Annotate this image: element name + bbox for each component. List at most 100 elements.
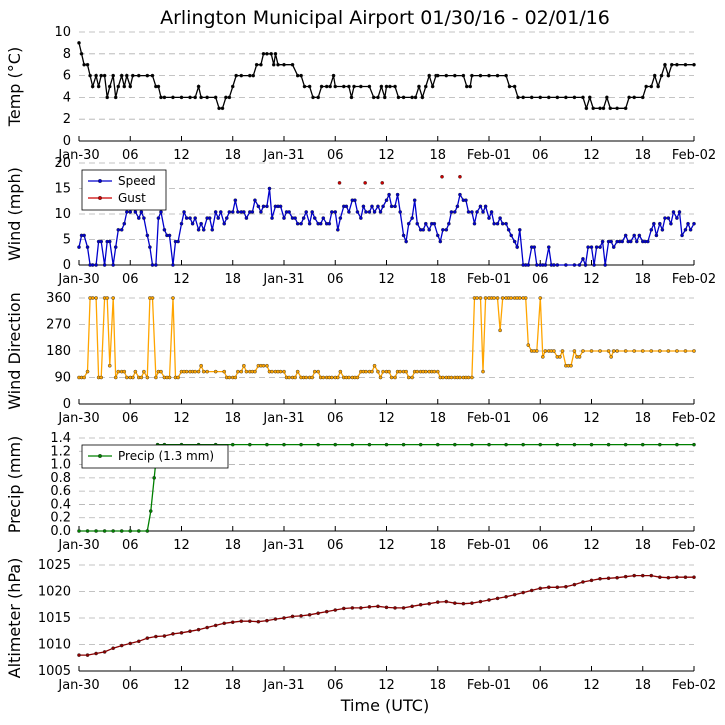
data-point [199, 95, 203, 100]
data-point [605, 95, 609, 100]
chart-panel-5: 1005 1010 1015 1020 1025 Jan-30 06 12 18 Jan-31 06… [5, 558, 716, 693]
data-point [632, 233, 637, 238]
data-point [312, 369, 317, 374]
x-tick-label: 18 [429, 678, 446, 693]
data-point [379, 84, 384, 89]
data-point [316, 442, 320, 447]
data-point [495, 596, 500, 601]
data-point [125, 210, 129, 214]
y-axis-label: Precip (mm) [5, 436, 24, 534]
legend-box [81, 169, 167, 211]
legend-label: Gust [118, 191, 146, 205]
data-point [128, 84, 133, 89]
x-tick-label: Jan-30 [57, 538, 99, 553]
data-point [441, 375, 445, 380]
data-point [196, 369, 201, 374]
data-point [623, 574, 628, 579]
y-tick-label: 10 [54, 207, 71, 222]
data-point [608, 106, 613, 111]
y-axis-label: Wind Direction [5, 292, 24, 410]
data-point [85, 369, 90, 374]
data-point [227, 375, 232, 380]
data-point [145, 73, 150, 78]
data-point [156, 84, 161, 89]
data-point [572, 582, 577, 587]
data-point [282, 442, 286, 447]
data-point [546, 95, 551, 100]
data-point [589, 442, 594, 447]
data-point [316, 95, 320, 100]
data-point [125, 375, 129, 380]
x-tick-label: 06 [122, 411, 139, 426]
data-point [196, 84, 201, 89]
x-tick-label: 12 [173, 538, 190, 553]
data-point [139, 375, 144, 380]
data-point [154, 263, 158, 267]
data-point [512, 84, 517, 89]
data-point [205, 369, 209, 374]
data-point [504, 442, 508, 447]
data-point [438, 239, 443, 244]
data-point [367, 605, 372, 609]
data-point [432, 369, 437, 374]
data-point [483, 296, 488, 300]
data-point [644, 84, 648, 89]
data-point [506, 228, 511, 232]
data-point [470, 375, 474, 380]
data-point [660, 228, 665, 232]
y-tick-label: 360 [46, 291, 71, 306]
data-point [253, 369, 257, 374]
data-point [328, 84, 332, 89]
data-point [316, 611, 320, 616]
data-point [380, 181, 385, 185]
data-point [611, 245, 616, 249]
data-point [538, 442, 543, 447]
data-point [581, 95, 585, 100]
data-point [623, 106, 628, 111]
data-point [627, 95, 631, 100]
data-point [196, 228, 201, 232]
data-point [222, 221, 227, 226]
data-point [435, 73, 440, 78]
data-point [666, 73, 671, 78]
data-point [299, 614, 303, 618]
data-point [184, 216, 189, 220]
data-point [447, 221, 451, 226]
data-point [363, 181, 367, 185]
data-point [88, 73, 92, 78]
data-point [504, 221, 508, 226]
data-point [122, 84, 127, 89]
x-tick-label: Feb-02 [672, 148, 716, 163]
data-point [145, 636, 150, 640]
data-point [293, 375, 297, 380]
x-tick-label: Feb-01 [467, 148, 511, 163]
data-point [254, 62, 259, 67]
x-tick-label: 18 [224, 538, 241, 553]
data-point [318, 221, 323, 226]
data-point [299, 73, 303, 78]
data-point [82, 233, 86, 238]
data-point [364, 210, 368, 214]
y-tick-label: 0 [63, 134, 71, 149]
data-point [598, 106, 602, 111]
y-tick-label: 1020 [38, 585, 71, 600]
data-point [142, 216, 146, 220]
data-point [205, 95, 209, 100]
data-point [521, 442, 525, 447]
legend-swatch-marker [97, 195, 102, 200]
series-line [79, 297, 694, 380]
data-point [179, 95, 184, 100]
data-point [435, 369, 440, 374]
x-tick-label: Feb-02 [672, 272, 716, 287]
data-point [216, 216, 221, 220]
data-point [535, 263, 539, 267]
data-point [321, 375, 326, 380]
data-point [167, 375, 172, 380]
x-tick-label: 18 [224, 148, 241, 163]
data-point [139, 210, 144, 214]
x-tick-label: 12 [378, 148, 395, 163]
data-point [349, 95, 354, 100]
x-tick-label: 12 [173, 411, 190, 426]
data-point [441, 228, 445, 232]
data-point [273, 617, 278, 621]
